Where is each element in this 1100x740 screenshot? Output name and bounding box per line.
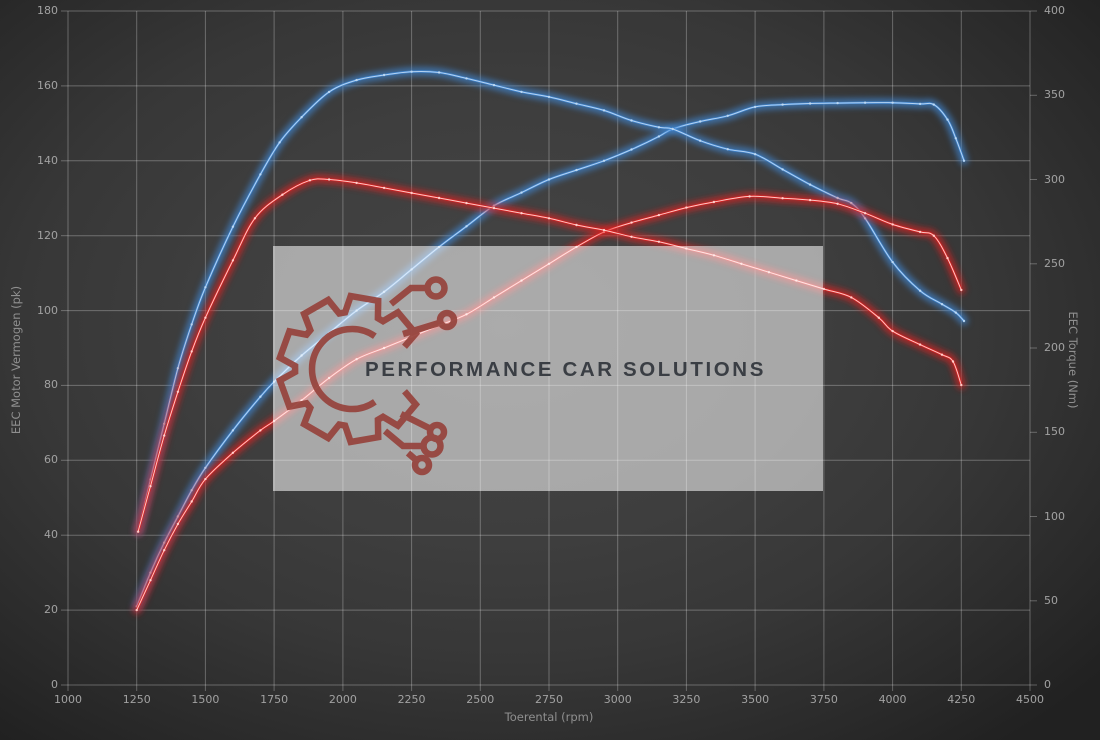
right-tick-label: 200 xyxy=(1044,341,1065,354)
x-tick-label: 3000 xyxy=(603,693,632,706)
watermark: PERFORMANCE CAR SOLUTIONS xyxy=(273,246,823,491)
left-tick-label: 20 xyxy=(44,603,58,617)
x-tick-label: 1750 xyxy=(260,693,289,706)
x-axis-title: Toerental (rpm) xyxy=(504,710,594,724)
x-tick-label: 4500 xyxy=(1016,693,1044,706)
left-tick-label: 120 xyxy=(37,228,58,242)
left-tick-label: 160 xyxy=(37,78,58,92)
x-tick-label: 4000 xyxy=(878,693,907,706)
right-tick-label: 50 xyxy=(1044,593,1058,607)
left-tick-label: 60 xyxy=(44,453,58,467)
right-tick-label: 150 xyxy=(1044,425,1065,439)
left-tick-label: 80 xyxy=(44,378,58,392)
left-tick-label: 40 xyxy=(44,528,58,542)
left-tick-label: 140 xyxy=(37,153,58,167)
x-tick-label: 1500 xyxy=(191,693,220,706)
left-tick-label: 0 xyxy=(51,678,58,691)
gear-circuit-logo xyxy=(275,276,458,476)
x-tick-label: 2750 xyxy=(535,693,563,706)
right-tick-label: 100 xyxy=(1044,509,1065,523)
vermogen-blue-curve xyxy=(132,98,969,611)
x-tick-label: 3250 xyxy=(672,693,701,706)
x-tick-label: 1250 xyxy=(122,693,151,706)
torque-blue-curve xyxy=(133,66,969,537)
x-tick-label: 2250 xyxy=(397,693,426,706)
x-tick-label: 2000 xyxy=(328,693,357,706)
right-tick-label: 400 xyxy=(1044,4,1065,17)
torque-red-curve xyxy=(133,174,966,537)
x-tick-label: 2500 xyxy=(466,693,495,706)
left-tick-label: 180 xyxy=(37,4,58,17)
right-tick-label: 300 xyxy=(1044,172,1065,186)
x-tick-label: 4250 xyxy=(947,693,976,706)
right-axis-title: EEC Torque (Nm) xyxy=(1066,311,1080,409)
x-tick-label: 3500 xyxy=(741,693,770,706)
x-tick-label: 1000 xyxy=(54,693,82,706)
right-tick-label: 250 xyxy=(1044,256,1065,270)
right-tick-label: 350 xyxy=(1044,88,1065,102)
left-tick-label: 100 xyxy=(37,303,58,317)
right-tick-label: 0 xyxy=(1044,678,1051,691)
x-tick-label: 3750 xyxy=(809,693,838,706)
watermark-text: PERFORMANCE CAR SOLUTIONS xyxy=(365,358,766,381)
